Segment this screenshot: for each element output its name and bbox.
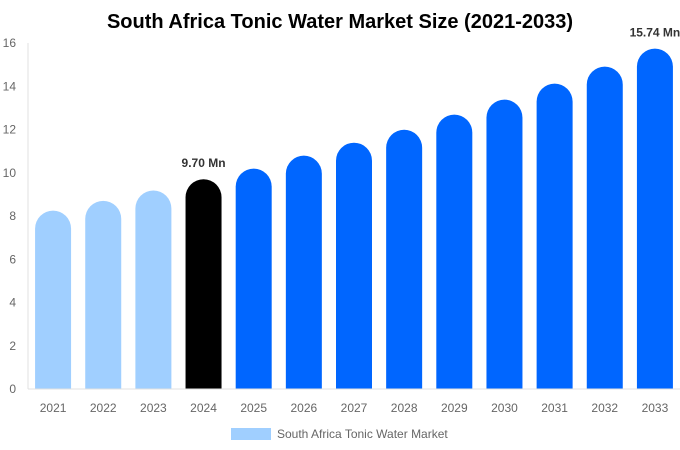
bar-2024 <box>185 179 222 389</box>
data-label: 9.70 Mn <box>182 156 226 170</box>
legend-label[interactable]: South Africa Tonic Water Market <box>277 427 448 441</box>
x-tick-label: 2033 <box>642 401 669 415</box>
y-tick-label: 4 <box>9 296 16 310</box>
x-tick-label: 2023 <box>140 401 167 415</box>
x-tick-label: 2021 <box>40 401 67 415</box>
bar-2021 <box>35 210 72 389</box>
bar-2025 <box>235 168 272 389</box>
bar-2027 <box>336 142 372 389</box>
x-tick-label: 2030 <box>491 401 518 415</box>
bar-2032 <box>586 66 623 389</box>
bar-2030 <box>486 99 523 390</box>
x-tick-label: 2031 <box>541 401 568 415</box>
y-tick-label: 16 <box>3 36 17 50</box>
x-tick-label: 2028 <box>391 401 418 415</box>
bar-2022 <box>85 200 122 389</box>
x-tick-label: 2024 <box>190 401 217 415</box>
x-tick-label: 2027 <box>341 401 368 415</box>
y-tick-label: 2 <box>9 339 16 353</box>
legend-swatch[interactable] <box>231 428 271 440</box>
x-tick-label: 2025 <box>240 401 267 415</box>
y-tick-label: 0 <box>9 382 16 396</box>
x-tick-label: 2029 <box>441 401 468 415</box>
bar-2028 <box>386 129 423 389</box>
y-tick-label: 14 <box>3 79 17 93</box>
bar-2026 <box>285 155 322 389</box>
y-tick-label: 6 <box>9 252 16 266</box>
bar-2033 <box>636 48 673 389</box>
bar-2023 <box>135 190 172 389</box>
x-tick-label: 2022 <box>90 401 117 415</box>
y-tick-label: 8 <box>9 209 16 223</box>
bar-2029 <box>436 114 473 390</box>
y-tick-label: 12 <box>3 123 17 137</box>
x-tick-label: 2026 <box>290 401 317 415</box>
chart-title: South Africa Tonic Water Market Size (20… <box>107 11 573 33</box>
data-label: 15.74 Mn <box>630 26 680 40</box>
x-tick-label: 2032 <box>591 401 618 415</box>
y-tick-label: 10 <box>3 166 17 180</box>
bar-2031 <box>536 83 573 389</box>
